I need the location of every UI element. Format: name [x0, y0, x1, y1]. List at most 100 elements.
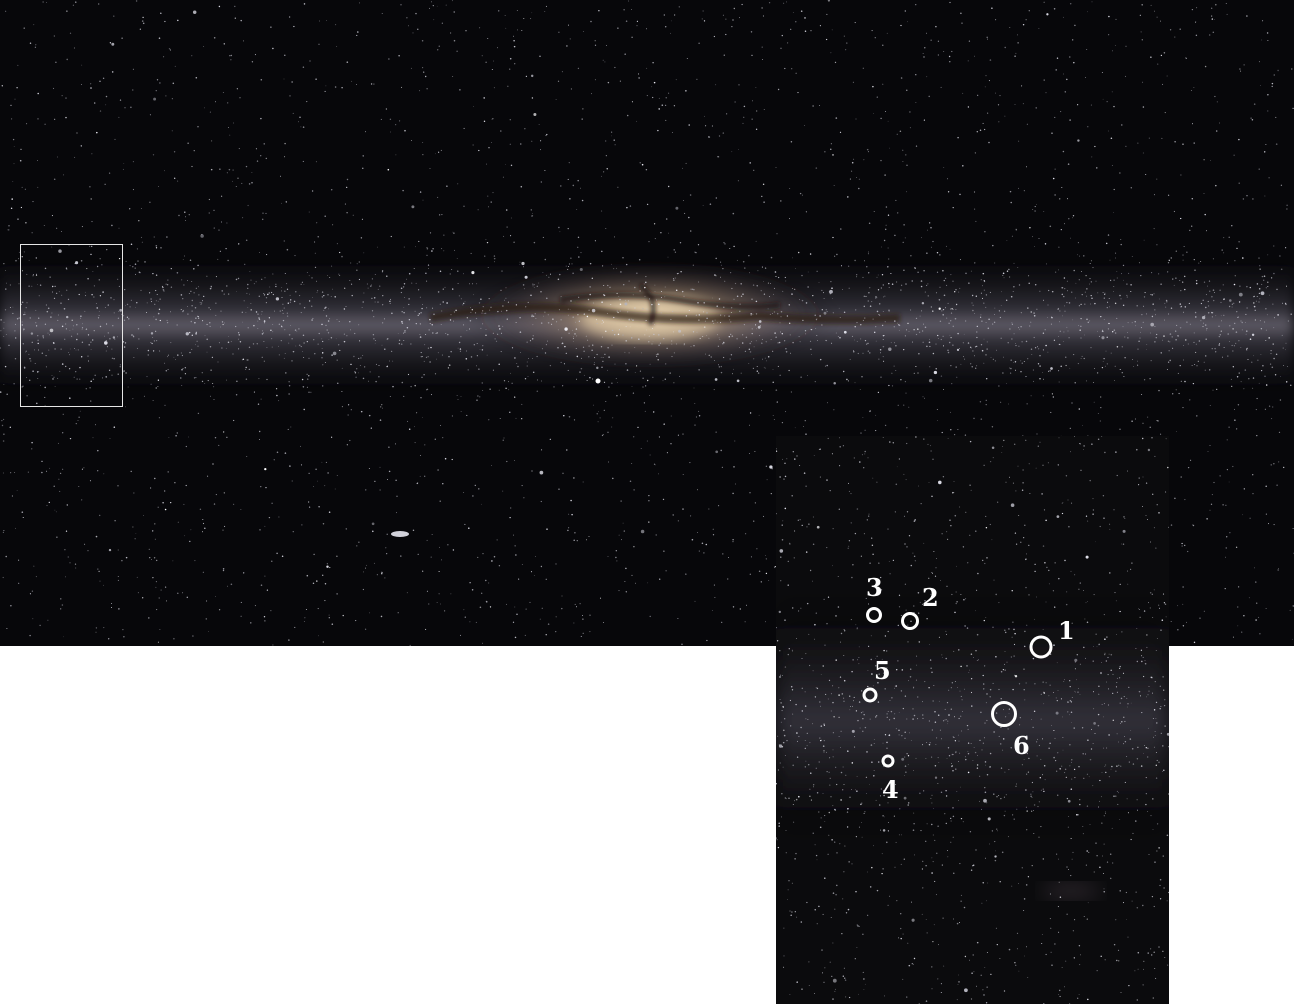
star	[648, 500, 650, 502]
star	[1185, 621, 1187, 623]
star	[637, 73, 640, 75]
star	[500, 289, 502, 292]
star	[882, 339, 884, 340]
star	[606, 168, 608, 170]
star	[862, 352, 864, 354]
star	[1010, 656, 1012, 658]
star	[1180, 305, 1183, 308]
star	[764, 367, 766, 369]
star	[343, 308, 346, 310]
star	[821, 309, 823, 311]
star	[542, 272, 544, 274]
star	[1161, 137, 1163, 139]
star	[1261, 39, 1263, 41]
star	[1271, 82, 1274, 85]
star	[1114, 302, 1117, 305]
star	[403, 311, 405, 314]
star	[465, 30, 467, 32]
star	[576, 606, 577, 608]
star	[540, 500, 542, 503]
star	[56, 292, 58, 294]
star	[1137, 746, 1139, 748]
star	[1031, 781, 1033, 784]
star	[1163, 335, 1165, 337]
star	[520, 352, 522, 353]
star	[726, 113, 728, 115]
star	[106, 323, 108, 325]
star	[555, 99, 557, 100]
star	[65, 97, 67, 99]
star	[379, 466, 381, 468]
star	[1014, 104, 1016, 106]
star	[1049, 893, 1051, 895]
star	[929, 659, 932, 661]
star	[1265, 144, 1267, 146]
star	[1067, 826, 1069, 828]
star	[1023, 361, 1025, 362]
star	[1085, 515, 1088, 517]
star	[183, 503, 185, 505]
star	[146, 302, 148, 304]
star	[1108, 34, 1110, 36]
star	[773, 293, 774, 295]
star	[218, 229, 220, 231]
star	[1149, 607, 1151, 609]
star	[788, 369, 790, 372]
star	[304, 617, 306, 619]
star	[1203, 361, 1205, 363]
star	[1213, 292, 1215, 294]
star	[4, 309, 7, 311]
star	[408, 303, 410, 306]
star	[1182, 359, 1184, 361]
star	[1127, 322, 1129, 324]
star	[364, 628, 367, 630]
star	[876, 889, 879, 892]
star	[695, 416, 697, 418]
star	[587, 298, 590, 301]
star	[964, 434, 967, 436]
star	[336, 593, 338, 595]
star	[1044, 329, 1046, 331]
star	[791, 68, 793, 70]
star	[926, 284, 928, 286]
star	[853, 700, 855, 702]
star	[354, 372, 357, 374]
star	[1209, 509, 1211, 511]
star	[882, 284, 885, 286]
star	[243, 263, 246, 266]
star	[5, 10, 7, 12]
star	[418, 313, 421, 315]
star	[534, 313, 536, 315]
star	[872, 685, 874, 687]
star	[1040, 693, 1042, 695]
star	[517, 29, 519, 31]
star	[209, 111, 211, 113]
star	[1027, 307, 1029, 309]
star	[492, 369, 494, 371]
star	[923, 269, 925, 272]
star	[1011, 322, 1013, 324]
star	[371, 297, 373, 300]
star	[40, 384, 41, 386]
star	[1006, 299, 1008, 301]
star	[222, 529, 224, 531]
star	[97, 449, 99, 452]
star	[846, 826, 849, 828]
star	[321, 352, 324, 354]
star	[924, 47, 926, 49]
star	[197, 126, 199, 128]
star	[227, 102, 229, 104]
star	[734, 101, 736, 103]
star	[5, 334, 7, 335]
star	[336, 46, 338, 47]
star	[411, 205, 415, 209]
star	[495, 340, 498, 342]
star	[773, 567, 776, 569]
star	[1100, 955, 1102, 958]
star	[1149, 426, 1151, 428]
star	[118, 257, 121, 260]
star	[125, 556, 128, 559]
star	[23, 330, 25, 332]
star	[1119, 368, 1121, 371]
star	[429, 361, 431, 363]
